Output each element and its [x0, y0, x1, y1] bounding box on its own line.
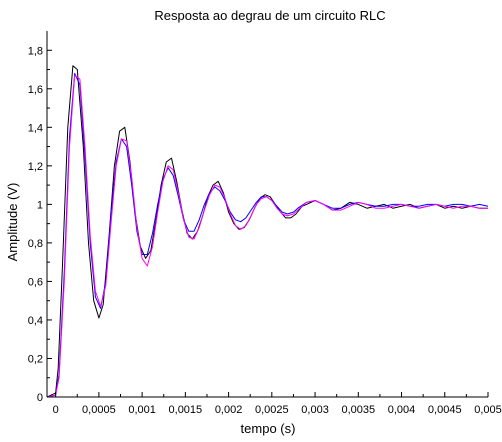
x-tick-label: 0: [53, 404, 59, 416]
y-tick-label: 1: [37, 199, 43, 211]
y-tick-label: 1,6: [28, 84, 43, 96]
x-tick-label: 0,0035: [341, 404, 375, 416]
y-tick-label: 0,2: [28, 353, 43, 365]
axes: 0 0,2 0,4 0,6 0,8 1 1,2 1,4 1,6 1,8 0 0,0005 0,001 0,…: [28, 31, 502, 416]
x-tick-label: 0,0045: [428, 404, 462, 416]
y-tick-label: 1,8: [28, 45, 43, 57]
x-tick-label: 0,001: [128, 404, 156, 416]
x-tick-label: 0,005: [474, 404, 502, 416]
x-tick-label: 0,0025: [255, 404, 289, 416]
x-tick-label: 0,0005: [82, 404, 116, 416]
x-tick-label: 0,003: [301, 404, 329, 416]
y-tick-label: 1,2: [28, 161, 43, 173]
chart-title: Resposta ao degrau de um circuito RLC: [154, 8, 385, 23]
y-tick-label: 1,4: [28, 122, 43, 134]
y-tick-label: 0,4: [28, 315, 43, 327]
y-tick-label: 0,8: [28, 238, 43, 250]
x-axis-label: tempo (s): [241, 421, 296, 436]
x-tick-label: 0,004: [388, 404, 416, 416]
x-tick-label: 0,0015: [169, 404, 203, 416]
plot-series: [46, 65, 489, 398]
y-tick-label: 0,6: [28, 276, 43, 288]
y-tick-label: 0: [37, 392, 43, 404]
series-line-3: [46, 74, 488, 398]
series-line-2: [46, 72, 489, 398]
series-line-1: [46, 65, 488, 398]
y-axis-label: Amplitude (V): [5, 183, 20, 262]
x-tick-label: 0,002: [215, 404, 243, 416]
